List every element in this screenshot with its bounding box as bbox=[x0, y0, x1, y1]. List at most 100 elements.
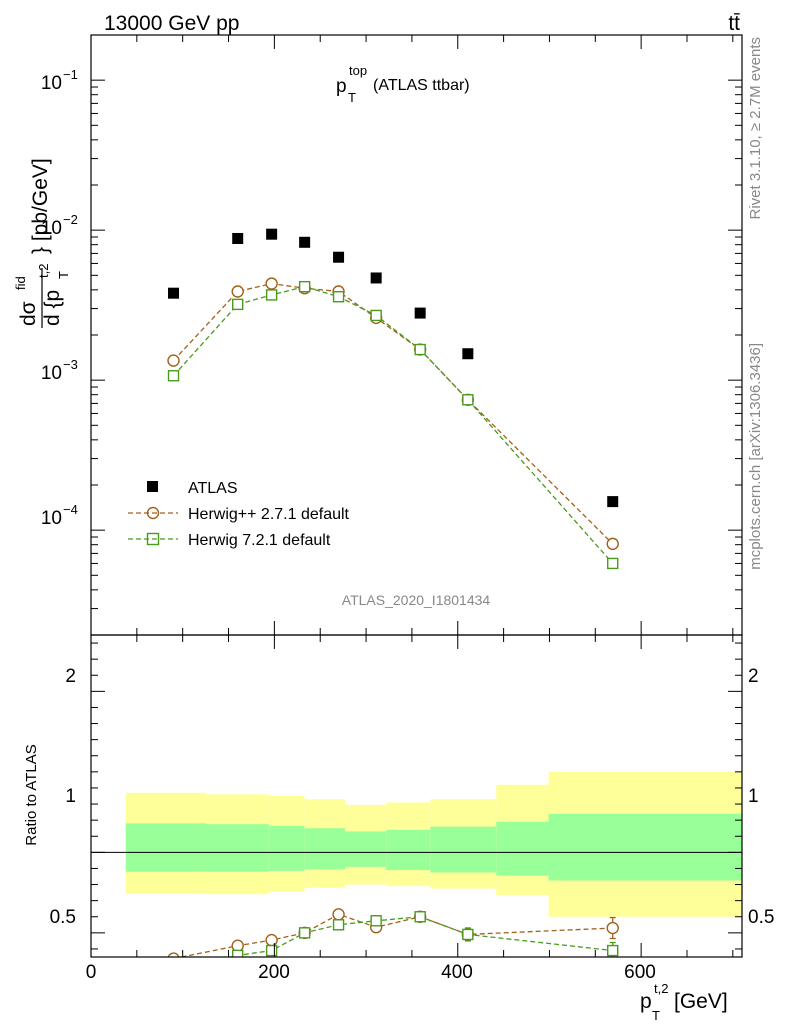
ratio-point-s1-4 bbox=[332, 919, 345, 931]
ratio-plot-series bbox=[167, 908, 619, 975]
band-inner-0 bbox=[125, 823, 207, 872]
ratio-point-s1-3 bbox=[298, 927, 311, 939]
rivet-version-label: Rivet 3.1.10, ≥ 2.7M events bbox=[747, 37, 764, 220]
svg-text:} [pb/GeV]: } [pb/GeV] bbox=[29, 158, 52, 254]
x-tick-0: 0 bbox=[86, 962, 97, 983]
point-s1-8 bbox=[606, 537, 619, 551]
legend-marker-atlas bbox=[147, 481, 158, 492]
y-tick-label-3: 10 −3 bbox=[41, 357, 78, 384]
svg-text:t,2: t,2 bbox=[36, 264, 51, 278]
y-tick-label-1: 10 −1 bbox=[41, 67, 78, 94]
band-inner-8 bbox=[548, 813, 742, 881]
series-line-1 bbox=[173, 282, 614, 545]
svg-text:10: 10 bbox=[41, 73, 62, 94]
point-s0-1 bbox=[232, 232, 244, 244]
legend-marker-herwig7 bbox=[146, 532, 160, 546]
y-axis-label-ratio: Ratio to ATLAS bbox=[23, 744, 40, 845]
point-s0-3 bbox=[299, 236, 311, 248]
ratio-y-tick-2: 2 bbox=[65, 666, 76, 687]
ratio-bands bbox=[125, 771, 742, 917]
point-s0-6 bbox=[414, 307, 426, 319]
svg-text:10: 10 bbox=[41, 508, 62, 529]
point-s2-7 bbox=[462, 394, 474, 406]
ratio-point-s1-8 bbox=[607, 944, 619, 957]
point-s2-5 bbox=[370, 309, 382, 322]
svg-text:−2: −2 bbox=[63, 212, 78, 227]
point-s2-6 bbox=[414, 343, 426, 356]
ratio-y-tick-0.5: 0.5 bbox=[50, 907, 76, 928]
x-tick-400: 400 bbox=[441, 962, 473, 983]
ratio-y-tick-right-0.5: 0.5 bbox=[748, 907, 774, 928]
analysis-id-label: ATLAS_2020_I1801434 bbox=[342, 592, 491, 608]
point-s2-1 bbox=[232, 298, 244, 311]
legend-marker-herwigpp bbox=[146, 506, 160, 520]
point-s0-8 bbox=[607, 496, 619, 508]
legend-label-atlas: ATLAS bbox=[188, 480, 238, 497]
point-s0-4 bbox=[333, 251, 345, 263]
svg-text:dσ: dσ bbox=[17, 301, 40, 326]
band-inner-6 bbox=[430, 826, 497, 873]
svg-text:T: T bbox=[56, 271, 71, 279]
legend: ATLAS Herwig++ 2.7.1 default Herwig 7.2.… bbox=[128, 480, 350, 549]
ratio-y-tick-right-1: 1 bbox=[748, 786, 759, 807]
main-plot-series bbox=[167, 228, 619, 570]
ratio-point-s1-0 bbox=[169, 965, 179, 975]
ratio-point-s1-5 bbox=[370, 915, 382, 927]
plot-title: p T top (ATLAS ttbar) bbox=[336, 63, 470, 105]
x-tick-200: 200 bbox=[258, 962, 290, 983]
svg-text:T: T bbox=[348, 90, 356, 105]
mcplots-label: mcplots.cern.ch [arXiv:1306.3436] bbox=[747, 343, 764, 570]
svg-text:fid: fid bbox=[13, 276, 28, 290]
ratio-point-s0-0 bbox=[167, 952, 180, 957]
ratio-y-tick-1: 1 bbox=[65, 786, 76, 807]
band-inner-3 bbox=[304, 828, 345, 870]
band-inner-2 bbox=[268, 825, 305, 871]
header-left-label: 13000 GeV pp bbox=[104, 12, 239, 35]
band-inner-4 bbox=[344, 831, 387, 867]
point-s1-1 bbox=[231, 285, 244, 298]
point-s1-0 bbox=[167, 354, 180, 367]
band-inner-1 bbox=[206, 824, 269, 872]
svg-text:p: p bbox=[336, 76, 347, 97]
svg-text:p: p bbox=[640, 990, 652, 1013]
svg-text:10: 10 bbox=[41, 218, 62, 239]
x-tick-600: 600 bbox=[624, 962, 656, 983]
y-tick-label-4: 10 −4 bbox=[41, 502, 78, 529]
legend-label-herwig7: Herwig 7.2.1 default bbox=[188, 532, 331, 549]
svg-text:(ATLAS ttbar): (ATLAS ttbar) bbox=[373, 77, 470, 94]
ratio-point-s1-6 bbox=[414, 911, 426, 923]
header-right-label: tt̄ bbox=[728, 12, 740, 35]
point-s2-0 bbox=[167, 370, 180, 382]
ratio-plot-frame bbox=[90, 634, 743, 958]
y-axis-label-top: dσ fid d {p T t,2 } [pb/GeV] bbox=[13, 158, 71, 328]
svg-text:top: top bbox=[349, 63, 367, 78]
x-axis-label: p T t,2 [GeV] bbox=[640, 981, 728, 1023]
ratio-point-s0-1 bbox=[231, 939, 244, 952]
ratio-point-s1-1 bbox=[232, 949, 244, 957]
axis-ticks bbox=[90, 34, 742, 957]
point-s0-0 bbox=[168, 287, 180, 299]
legend-label-herwigpp: Herwig++ 2.7.1 default bbox=[188, 506, 350, 523]
svg-text:T: T bbox=[652, 1008, 660, 1023]
point-s0-7 bbox=[462, 348, 474, 360]
svg-text:10: 10 bbox=[41, 363, 62, 384]
ratio-point-s1-2 bbox=[265, 944, 278, 957]
ratio-point-s0-4 bbox=[332, 908, 345, 921]
svg-text:−1: −1 bbox=[63, 67, 78, 82]
band-inner-7 bbox=[496, 821, 549, 876]
point-s2-4 bbox=[332, 291, 345, 303]
ratio-point-s0-8 bbox=[606, 921, 619, 935]
svg-text:−3: −3 bbox=[63, 357, 78, 372]
point-s2-3 bbox=[298, 280, 311, 293]
svg-text:−4: −4 bbox=[63, 502, 78, 517]
y-tick-label-2: 10 −2 bbox=[41, 212, 78, 239]
svg-text:[GeV]: [GeV] bbox=[674, 990, 728, 1013]
point-s1-2 bbox=[265, 277, 278, 290]
svg-text:d {p: d {p bbox=[41, 290, 64, 326]
ratio-y-tick-right-2: 2 bbox=[748, 666, 759, 687]
ratio-point-s0-2 bbox=[265, 933, 278, 947]
band-inner-5 bbox=[386, 829, 431, 871]
ratio-point-s1-7 bbox=[462, 928, 474, 941]
point-s0-2 bbox=[266, 228, 278, 240]
